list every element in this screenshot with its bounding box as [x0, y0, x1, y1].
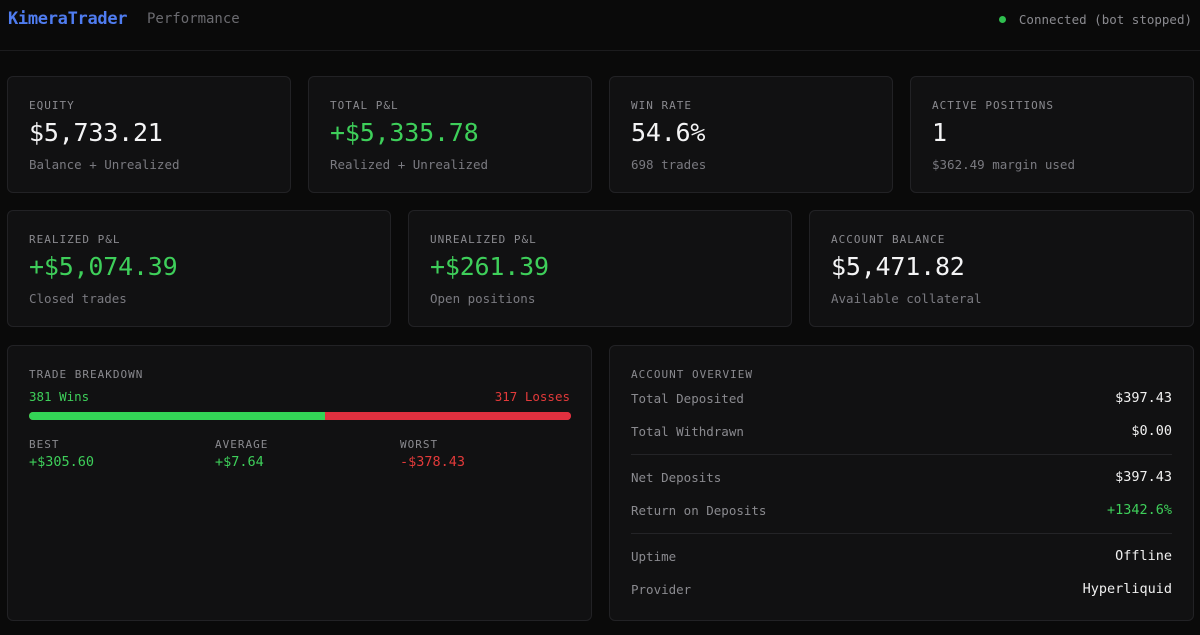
stat-label: WIN RATE	[631, 99, 692, 112]
overview-row: Return on Deposits +1342.6%	[631, 500, 1172, 520]
account-balance-card: ACCOUNT BALANCE $5,471.82 Available coll…	[809, 210, 1194, 327]
metric-label: AVERAGE	[215, 438, 269, 451]
overview-label: Net Deposits	[631, 469, 722, 485]
wins-count: 381 Wins	[29, 389, 90, 404]
realized-pnl-card: REALIZED P&L +$5,074.39 Closed trades	[7, 210, 391, 327]
stat-subtitle: Balance + Unrealized	[29, 157, 180, 172]
account-overview-card: ACCOUNT OVERVIEW Total Deposited $397.43…	[609, 345, 1194, 621]
metric-value: +$305.60	[29, 454, 95, 470]
status-dot-icon	[998, 16, 1006, 23]
win-bar-segment	[29, 412, 325, 420]
stat-subtitle: $362.49 margin used	[932, 157, 1075, 172]
stat-subtitle: Closed trades	[29, 291, 127, 306]
overview-value: $397.43	[1115, 390, 1172, 406]
stat-value: $5,471.82	[831, 252, 965, 281]
stat-subtitle: Available collateral	[831, 291, 982, 306]
overview-label: Total Deposited	[631, 390, 744, 406]
metric-label: WORST	[400, 438, 439, 451]
stat-label: ACCOUNT BALANCE	[831, 233, 946, 246]
overview-row: Total Deposited $397.43	[631, 388, 1172, 408]
win-rate-card: WIN RATE 54.6% 698 trades	[609, 76, 893, 193]
overview-value: $0.00	[1131, 423, 1172, 439]
best-trade: BEST +$305.60	[29, 438, 94, 470]
total-pnl-card: TOTAL P&L +$5,335.78 Realized + Unrealiz…	[308, 76, 592, 193]
average-trade: AVERAGE +$7.64	[215, 438, 268, 470]
top-bar: KimeraTrader Performance Connected (bot …	[0, 0, 1200, 51]
stat-value: +$5,335.78	[330, 118, 479, 147]
metric-value: -$378.43	[400, 454, 466, 470]
stat-label: UNREALIZED P&L	[430, 233, 537, 246]
stat-value: 1	[932, 118, 947, 147]
stat-subtitle: 698 trades	[631, 157, 707, 172]
equity-card: EQUITY $5,733.21 Balance + Unrealized	[7, 76, 291, 193]
overview-value: Hyperliquid	[1082, 581, 1172, 597]
connection-status-text: Connected (bot stopped)	[1018, 12, 1192, 27]
overview-row: Net Deposits $397.43	[631, 467, 1172, 487]
stat-value: 54.6%	[631, 118, 706, 147]
overview-label: Provider	[631, 581, 692, 597]
stat-value: +$5,074.39	[29, 252, 178, 281]
overview-value: +1342.6%	[1106, 502, 1172, 518]
section-title: TRADE BREAKDOWN	[29, 368, 144, 381]
stat-subtitle: Realized + Unrealized	[330, 157, 489, 172]
divider	[631, 533, 1172, 534]
overview-label: Return on Deposits	[631, 502, 767, 518]
overview-value: $397.43	[1115, 469, 1172, 485]
overview-row: Provider Hyperliquid	[631, 579, 1172, 599]
stat-subtitle: Open positions	[430, 291, 536, 306]
divider	[631, 454, 1172, 455]
trade-breakdown-card: TRADE BREAKDOWN 381 Wins 317 Losses BEST…	[7, 345, 592, 621]
connection-status: Connected (bot stopped)	[998, 12, 1192, 27]
overview-label: Total Withdrawn	[631, 423, 744, 439]
stat-label: REALIZED P&L	[29, 233, 121, 246]
worst-trade: WORST -$378.43	[400, 438, 465, 470]
metric-value: +$7.64	[215, 454, 264, 470]
overview-row: Total Withdrawn $0.00	[631, 421, 1172, 441]
overview-label: Uptime	[631, 548, 677, 564]
metric-label: BEST	[29, 438, 60, 451]
app-logo[interactable]: KimeraTrader	[8, 9, 128, 29]
page-title: Performance	[147, 11, 240, 27]
overview-value: Offline	[1115, 548, 1172, 564]
stat-label: ACTIVE POSITIONS	[932, 99, 1054, 112]
stat-label: TOTAL P&L	[330, 99, 399, 112]
losses-count: 317 Losses	[494, 389, 570, 404]
win-loss-bar	[29, 412, 571, 420]
stat-value: +$261.39	[430, 252, 549, 281]
active-positions-card: ACTIVE POSITIONS 1 $362.49 margin used	[910, 76, 1194, 193]
overview-row: Uptime Offline	[631, 546, 1172, 566]
unrealized-pnl-card: UNREALIZED P&L +$261.39 Open positions	[408, 210, 792, 327]
loss-bar-segment	[324, 412, 571, 420]
stat-value: $5,733.21	[29, 118, 163, 147]
section-title: ACCOUNT OVERVIEW	[631, 368, 753, 381]
stat-label: EQUITY	[29, 99, 75, 112]
